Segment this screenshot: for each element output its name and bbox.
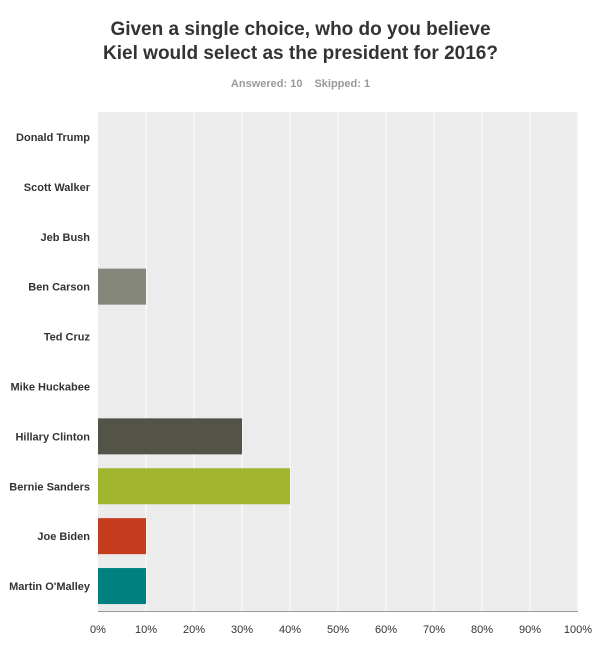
- x-tick-label: 90%: [519, 624, 541, 636]
- category-label: Jeb Bush: [40, 232, 90, 244]
- x-tick-label: 10%: [135, 624, 157, 636]
- response-summary: Answered: 10 Skipped: 1: [0, 78, 601, 90]
- chart-title-line-2: Kiel would select as the president for 2…: [103, 43, 498, 64]
- category-label: Mike Huckabee: [11, 381, 90, 393]
- chart-title: Given a single choice, who do you believ…: [0, 18, 601, 66]
- x-tick-label: 60%: [375, 624, 397, 636]
- x-tick-label: 50%: [327, 624, 349, 636]
- bar-ben-carson: [98, 268, 146, 305]
- bar-hillary-clinton: [98, 418, 242, 455]
- x-tick-label: 0%: [90, 624, 106, 636]
- category-label: Donald Trump: [16, 132, 90, 144]
- chart-title-line-1: Given a single choice, who do you believ…: [110, 19, 491, 40]
- category-label: Joe Biden: [37, 531, 90, 543]
- x-tick-label: 40%: [279, 624, 301, 636]
- answered-count: Answered: 10: [230, 78, 303, 90]
- category-label: Scott Walker: [24, 182, 91, 194]
- x-tick-label: 70%: [423, 624, 445, 636]
- category-label: Martin O'Malley: [9, 581, 91, 593]
- category-label: Ted Cruz: [44, 332, 91, 344]
- bar-martin-o-malley: [98, 568, 146, 605]
- category-label: Ben Carson: [28, 282, 90, 294]
- skipped-count: Skipped: 1: [314, 78, 371, 90]
- x-tick-label: 80%: [471, 624, 493, 636]
- category-label: Hillary Clinton: [15, 431, 90, 443]
- category-label: Bernie Sanders: [9, 481, 90, 493]
- x-tick-label: 30%: [231, 624, 253, 636]
- x-tick-label: 100%: [564, 624, 592, 636]
- x-tick-label: 20%: [183, 624, 205, 636]
- bar-bernie-sanders: [98, 468, 290, 505]
- bar-joe-biden: [98, 518, 146, 555]
